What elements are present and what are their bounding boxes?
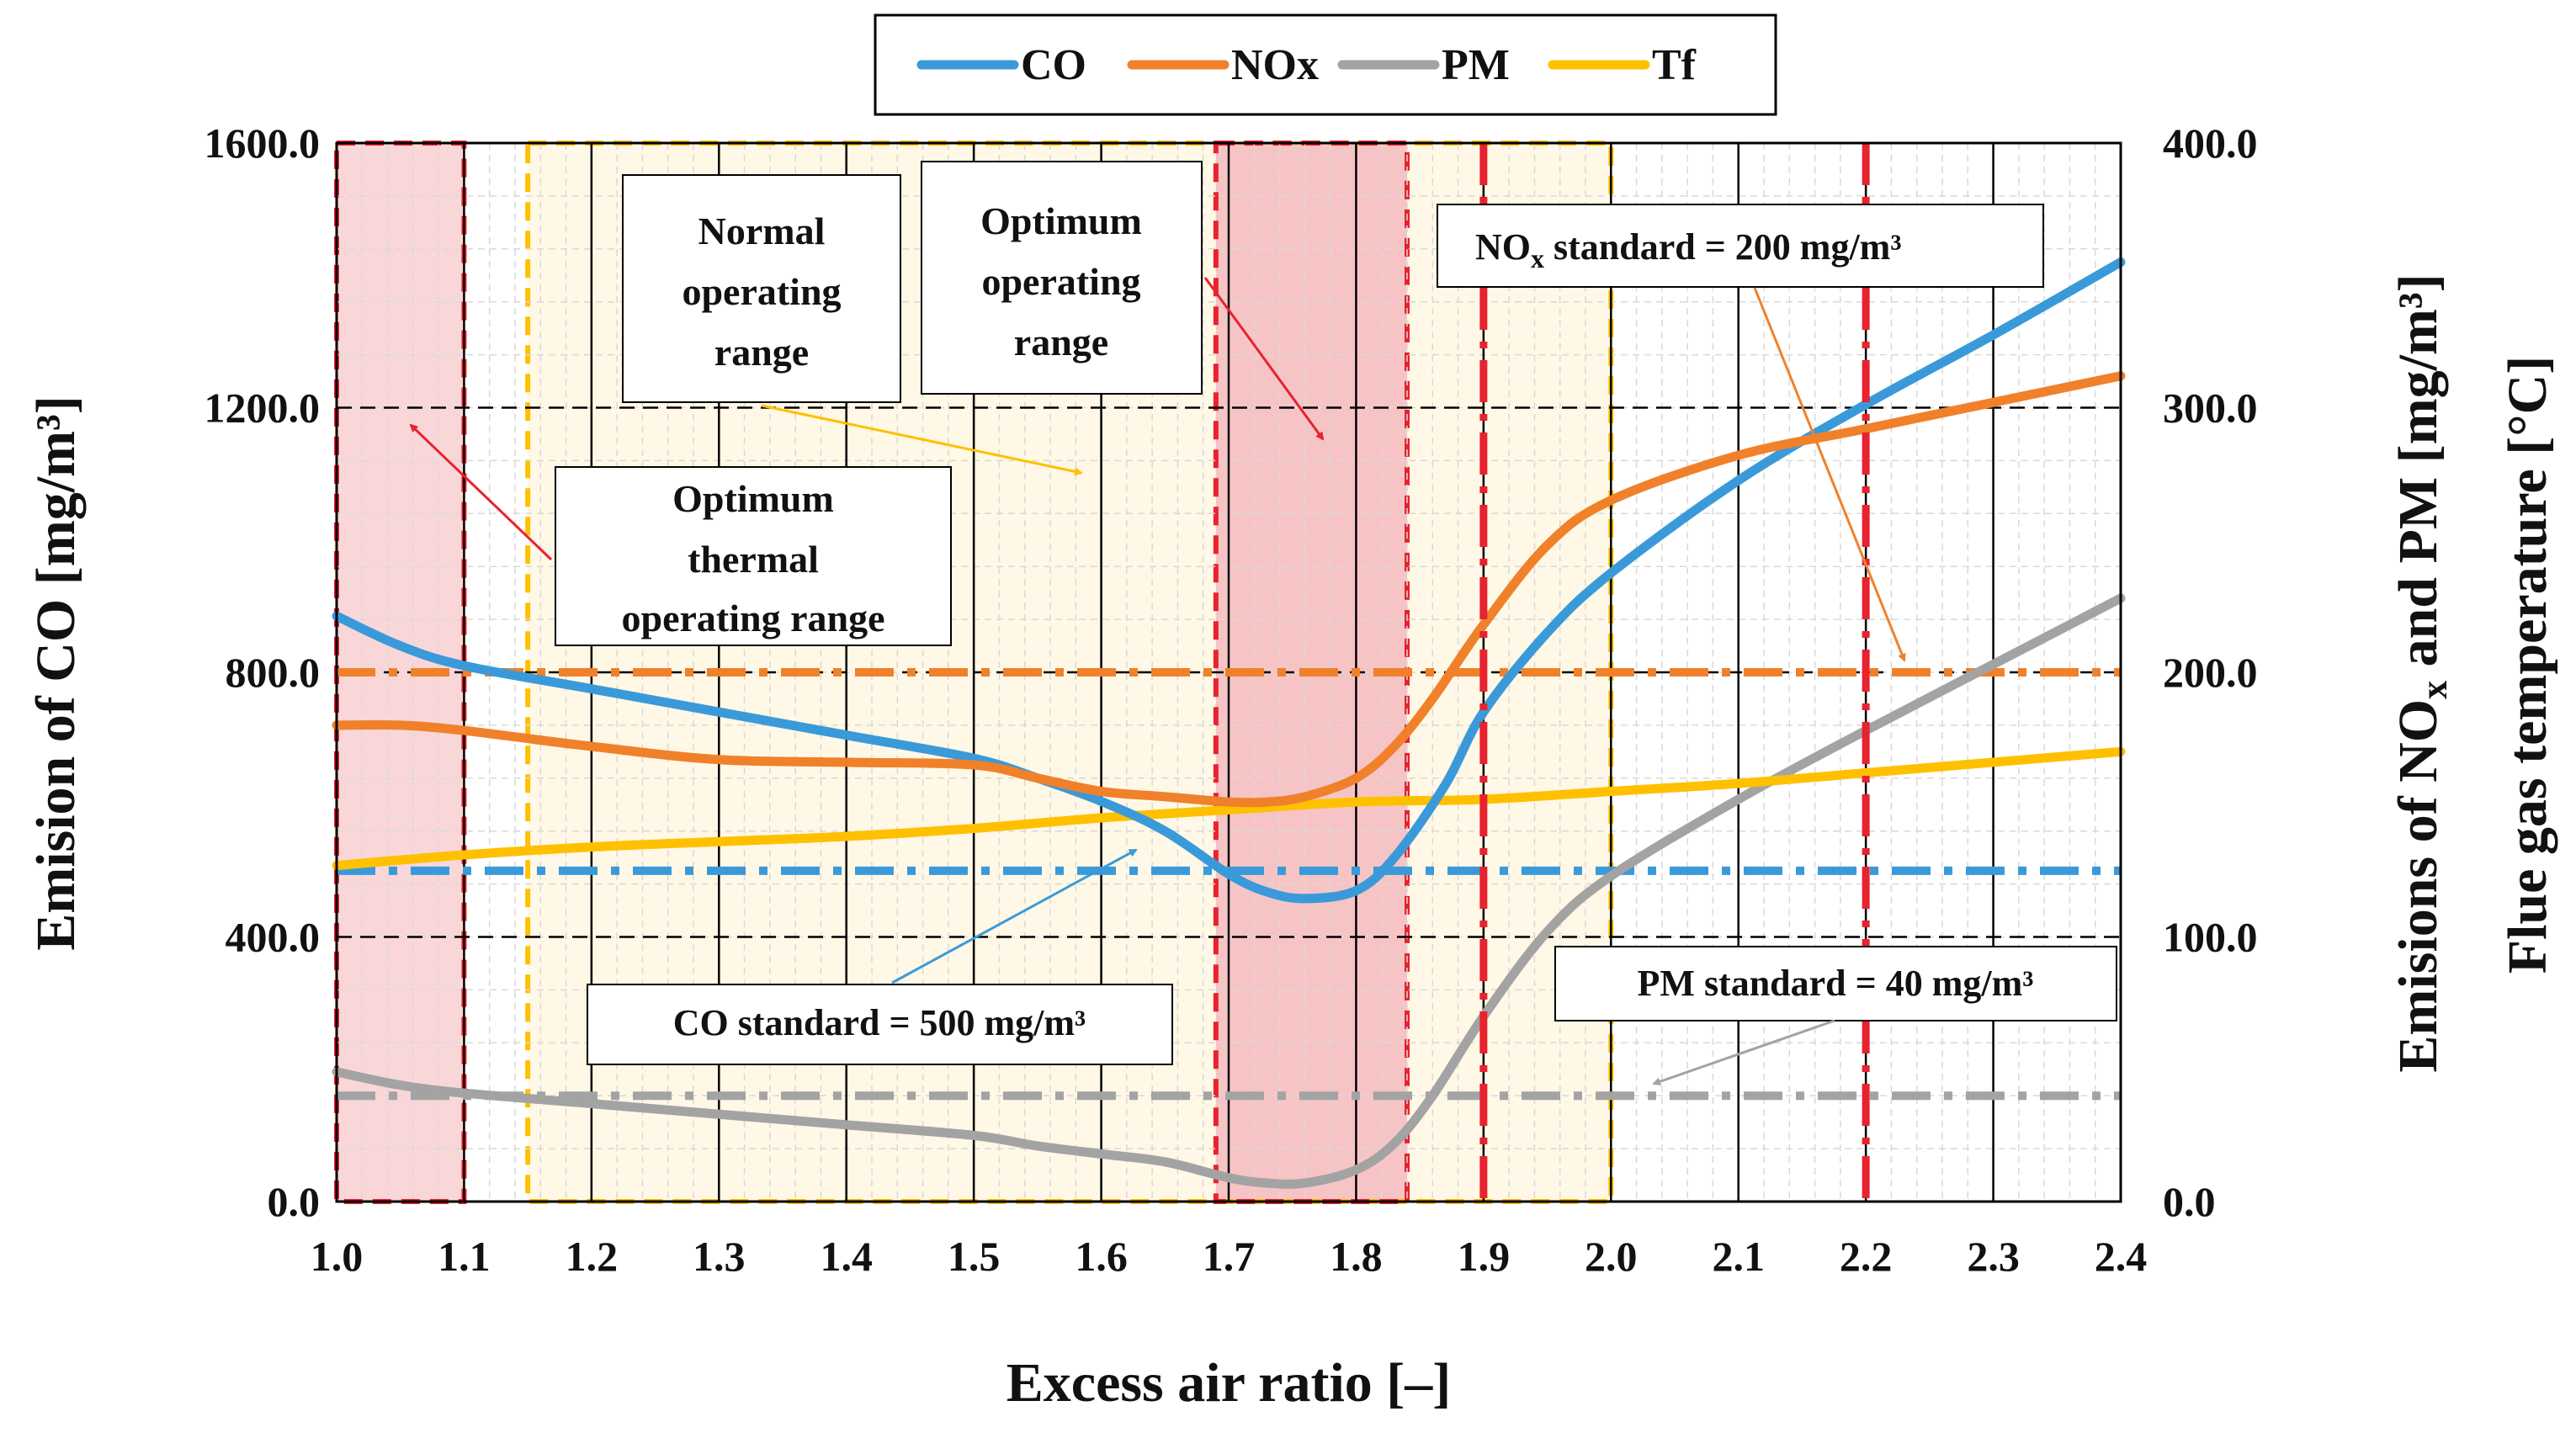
annotation-co-standard-box xyxy=(587,984,1173,1065)
x-tick-label: 2.1 xyxy=(1712,1233,1765,1280)
x-tick-label: 1.9 xyxy=(1458,1233,1511,1280)
arrow-optimum-range xyxy=(1203,277,1325,441)
legend-label-co: CO xyxy=(1021,41,1086,89)
x-tick-label: 1.7 xyxy=(1203,1233,1256,1280)
y-right-title-part-b: and PM [mg/m³] xyxy=(2387,273,2449,681)
series-line-co xyxy=(332,257,2126,904)
annotation-optimum-range-box xyxy=(921,161,1203,395)
series-line-pm xyxy=(332,593,2126,1189)
nox-std-sub: x xyxy=(1531,243,1544,273)
x-tick-label: 1.0 xyxy=(311,1233,364,1280)
annotation-normal-range: Normal operating range xyxy=(622,174,901,403)
annotation-nox-standard: NOx standard = 200 mg/m³ xyxy=(1437,204,2044,288)
annotation-pm-standard: PM standard = 40 mg/m³ xyxy=(1554,946,2117,1021)
x-tick-label: 2.3 xyxy=(1967,1233,2020,1280)
annotation-nox-standard-text: NOx standard = 200 mg/m³ xyxy=(1475,226,1902,273)
annotation-optimum-line-1: Optimum xyxy=(980,199,1142,242)
y-left-tick-label: 1200.0 xyxy=(204,385,321,432)
y-left-tick-label: 1600.0 xyxy=(204,119,321,167)
annotation-thermal-line-1: Optimum xyxy=(672,477,834,520)
arrow-nox-standard xyxy=(1753,287,1906,662)
annotation-arrows xyxy=(409,277,1906,1086)
annotation-normal-line-1: Normal xyxy=(698,210,826,252)
annotation-thermal-line-3: operating range xyxy=(621,597,884,639)
y-right-tick-label: 100.0 xyxy=(2163,914,2258,961)
x-tick-label: 1.5 xyxy=(948,1233,1001,1280)
annotation-normal-line-2: operating xyxy=(682,270,841,313)
annotation-thermal-range: Optimum thermal operating range xyxy=(555,466,952,646)
annotation-co-standard-text: CO standard = 500 mg/m³ xyxy=(673,1002,1086,1043)
nox-std-pre: NO xyxy=(1475,226,1531,268)
annotation-optimum-line-3: range xyxy=(1014,321,1108,363)
y-right-tick-label: 200.0 xyxy=(2163,649,2258,696)
x-tick-label: 1.3 xyxy=(693,1233,746,1280)
legend-label-pm: PM xyxy=(1442,41,1510,89)
legend-label-nox: NOx xyxy=(1231,41,1319,89)
y-right-title-part-a: Emisions of NO xyxy=(2387,699,2449,1073)
y-right-tick-label: 0.0 xyxy=(2163,1178,2216,1225)
y-right-axis-title-2: Flue gas temperature [°C] xyxy=(2497,356,2558,974)
annotation-normal-line-3: range xyxy=(714,331,809,374)
legend-entries: CO NOx PM Tf xyxy=(916,41,1697,89)
annotation-thermal-line-2: thermal xyxy=(688,538,819,581)
tick-labels-layer: 1.0 1.1 1.2 1.3 1.4 1.5 1.6 1.7 1.8 1.9 2.0 2.1 2.2 2… xyxy=(204,119,2258,1280)
annotation-optimum-line-2: operating xyxy=(981,260,1140,303)
annotation-pm-standard-text: PM standard = 40 mg/m³ xyxy=(1638,963,2034,1004)
annotation-normal-range-box xyxy=(622,174,901,403)
y-left-tick-label: 800.0 xyxy=(226,649,321,696)
x-tick-label: 1.6 xyxy=(1075,1233,1128,1280)
annotation-pm-standard-box xyxy=(1554,946,2117,1021)
vertical-markers-layer xyxy=(1479,143,1870,1202)
x-tick-label: 1.8 xyxy=(1330,1233,1383,1280)
legend: CO NOx PM Tf xyxy=(874,13,1777,116)
series-layer xyxy=(332,257,2126,1189)
y-right-tick-label: 400.0 xyxy=(2163,119,2258,167)
y-right-axis-title-1: Emisions of NOx and PM [mg/m³] xyxy=(2387,273,2455,1072)
x-tick-label: 1.4 xyxy=(820,1233,873,1280)
annotation-thermal-range-box xyxy=(555,466,952,646)
annotation-co-standard: CO standard = 500 mg/m³ xyxy=(587,984,1173,1065)
plot-frame xyxy=(335,141,2122,1203)
x-axis-title: Excess air ratio [–] xyxy=(1006,1352,1451,1414)
series-line-tf xyxy=(332,746,2126,871)
y-right-title-sub: x xyxy=(2414,681,2455,699)
legend-label-tf: Tf xyxy=(1652,41,1697,89)
annotation-nox-standard-box xyxy=(1437,204,2044,288)
x-tick-label: 2.0 xyxy=(1585,1233,1638,1280)
nox-std-post: standard = 200 mg/m³ xyxy=(1544,226,1902,268)
arrow-co-standard xyxy=(891,848,1138,984)
arrow-normal-range xyxy=(761,404,1083,476)
x-tick-label: 2.2 xyxy=(1840,1233,1893,1280)
x-tick-label: 2.4 xyxy=(2095,1233,2148,1280)
arrow-pm-standard xyxy=(1652,1019,1835,1086)
y-left-tick-label: 0.0 xyxy=(268,1178,321,1225)
x-tick-label: 1.2 xyxy=(566,1233,619,1280)
annotation-optimum-range: Optimum operating range xyxy=(921,161,1203,395)
arrow-thermal-range xyxy=(409,423,553,561)
series-line-nox xyxy=(332,371,2126,808)
y-right-tick-label: 300.0 xyxy=(2163,385,2258,432)
y-left-tick-label: 400.0 xyxy=(226,914,321,961)
y-left-axis-title: Emision of CO [mg/m³] xyxy=(25,395,87,951)
x-tick-label: 1.1 xyxy=(438,1233,491,1280)
